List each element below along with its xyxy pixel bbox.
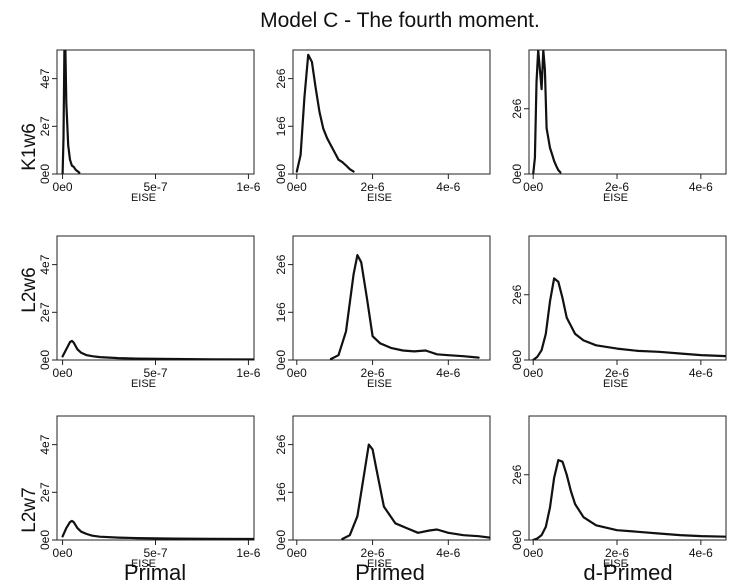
y-tick-label: 2e6 [510,284,524,304]
x-axis-label: EISE [131,558,156,570]
y-tick-label: 2e7 [38,482,52,502]
x-tick-label: 0e0 [287,546,307,560]
x-tick-label: 1e-6 [236,366,260,380]
y-tick-label: 0e0 [510,530,524,550]
density-curve [61,519,254,540]
column-label-primed: Primed [355,560,425,585]
y-tick-label: 2e6 [274,68,288,88]
plot-frame [56,49,255,175]
plot-frame [292,49,491,175]
y-tick-label: 4e7 [38,434,52,454]
density-curve [61,50,81,174]
x-axis-label: EISE [131,378,156,390]
y-tick-label: 4e7 [38,254,52,274]
column-label-primal: Primal [124,560,186,585]
panel-k1w6-d-primed: 0e0 2e-6 4e-6 EISE 0e0 2e6 [510,49,727,204]
x-tick-label: 5e-7 [143,366,167,380]
x-tick-label: 0e0 [287,366,307,380]
x-tick-label: 4e-6 [436,546,460,560]
y-tick-label: 0e0 [510,350,524,370]
y-tick-label: 0e0 [274,350,288,370]
y-tick-label: 2e6 [274,254,288,274]
y-tick-label: 0e0 [38,164,52,184]
x-tick-label: 5e-7 [143,546,167,560]
x-axis-label: EISE [603,192,628,204]
x-tick-label: 2e-6 [361,180,385,194]
y-tick-label: 2e6 [510,98,524,118]
x-axis-label: EISE [603,378,628,390]
x-tick-label: 5e-7 [143,180,167,194]
panel-l2w6-d-primed: 0e0 2e-6 4e-6 EISE 0e0 2e6 [510,235,727,390]
panel-l2w6-primed: 0e0 2e-6 4e-6 EISE 0e0 1e6 2e6 [274,235,491,390]
plot-frame [528,49,727,175]
panel-k1w6-primed: 0e0 2e-6 4e-6 EISE 0e0 1e6 2e6 [274,49,491,204]
column-label-d-primed: d-Primed [583,560,672,585]
x-tick-label: 2e-6 [605,180,629,194]
y-tick-label: 1e6 [274,116,288,136]
density-curve [532,50,562,174]
x-tick-label: 2e-6 [361,546,385,560]
density-curve [61,339,254,360]
x-tick-label: 2e-6 [605,546,629,560]
x-tick-label: 2e-6 [361,366,385,380]
plot-frame [292,235,491,361]
x-axis-label: EISE [131,192,156,204]
plot-frame [528,415,727,541]
y-tick-label: 0e0 [274,164,288,184]
panel-l2w6-primal: 0e0 5e-7 1e-6 EISE 0e0 2e7 4e7 [38,235,261,390]
y-tick-label: 1e6 [274,482,288,502]
x-axis-label: EISE [603,558,628,570]
x-tick-label: 4e-6 [689,180,713,194]
x-tick-label: 0e0 [523,180,543,194]
row-label-l2w6: L2w6 [19,267,40,312]
y-tick-label: 4e7 [38,68,52,88]
y-tick-label: 0e0 [274,530,288,550]
x-tick-label: 0e0 [523,546,543,560]
plot-frame [56,415,255,541]
panel-k1w6-primal: 0e0 5e-7 1e-6 EISE 0e0 2e7 4e7 [38,49,261,204]
x-axis-label: EISE [367,378,392,390]
x-tick-label: 4e-6 [689,366,713,380]
x-axis-label: EISE [367,558,392,570]
y-tick-label: 2e6 [274,434,288,454]
figure-title: Model C - The fourth moment. [260,9,540,32]
density-curve [532,277,726,360]
x-tick-label: 2e-6 [605,366,629,380]
panel-l2w7-d-primed: 0e0 2e-6 4e-6 EISE 0e0 2e6 [510,415,727,570]
y-tick-label: 2e7 [38,116,52,136]
density-curve [532,459,726,540]
plot-frame [56,235,255,361]
y-tick-label: 0e0 [38,530,52,550]
x-tick-label: 0e0 [53,366,73,380]
x-tick-label: 0e0 [53,546,73,560]
x-tick-label: 0e0 [287,180,307,194]
x-tick-label: 1e-6 [236,546,260,560]
y-tick-label: 0e0 [38,350,52,370]
x-tick-label: 0e0 [523,366,543,380]
plot-frame [528,235,727,361]
y-tick-label: 2e7 [38,302,52,322]
density-curve [295,53,355,173]
density-curve [329,254,480,360]
x-axis-label: EISE [367,192,392,204]
x-tick-label: 0e0 [53,180,73,194]
density-curve [341,443,490,540]
y-tick-label: 1e6 [274,302,288,322]
panel-l2w7-primal: 0e0 5e-7 1e-6 EISE 0e0 2e7 4e7 [38,415,261,570]
x-tick-label: 4e-6 [689,546,713,560]
row-label-l2w7: L2w7 [19,487,40,532]
y-tick-label: 0e0 [510,164,524,184]
plot-frame [292,415,491,541]
x-tick-label: 4e-6 [436,180,460,194]
row-label-k1w6: K1w6 [19,123,40,171]
y-tick-label: 2e6 [510,464,524,484]
x-tick-label: 1e-6 [236,180,260,194]
panel-l2w7-primed: 0e0 2e-6 4e-6 EISE 0e0 1e6 2e6 [274,415,491,570]
x-tick-label: 4e-6 [436,366,460,380]
